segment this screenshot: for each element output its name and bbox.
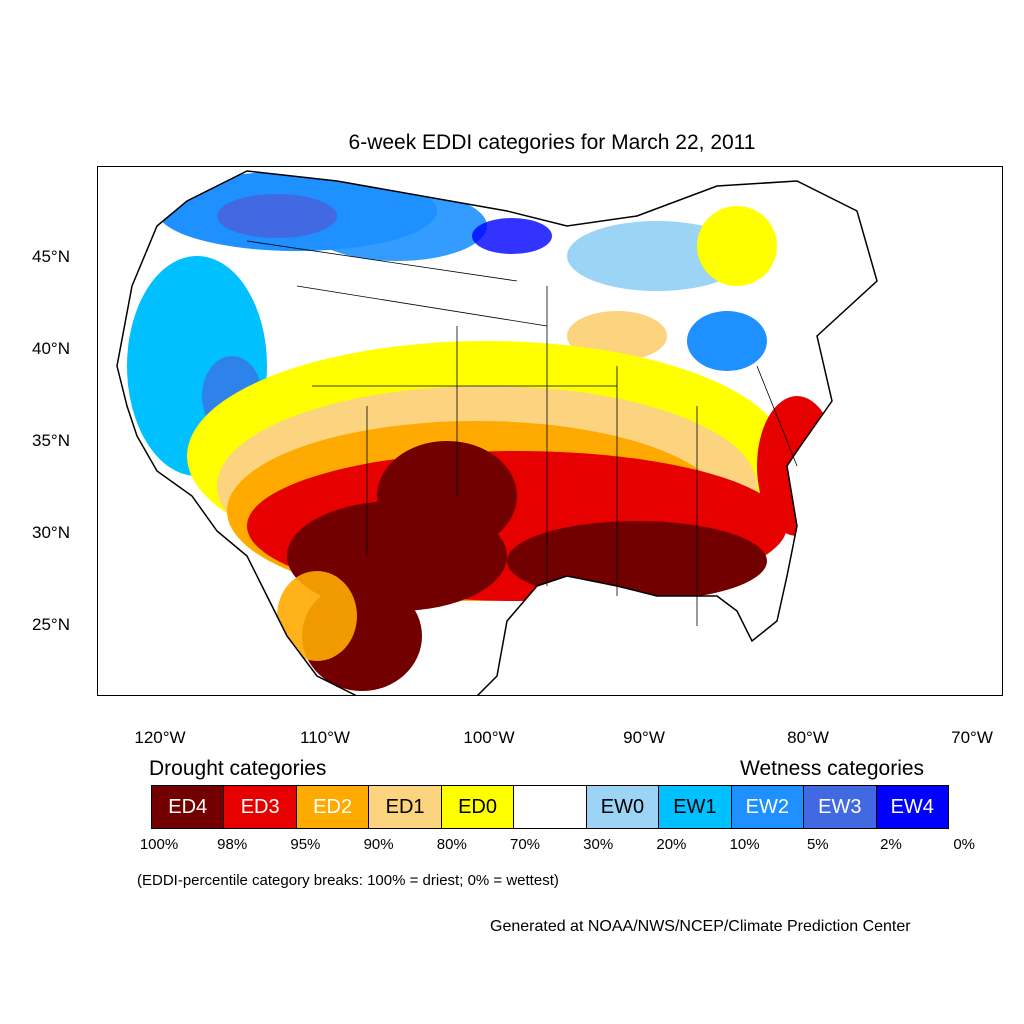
map-border <box>97 166 1003 696</box>
legend-swatch: ED1 <box>369 786 442 828</box>
percentile-label: 98% <box>217 836 248 853</box>
legend-swatch <box>514 786 587 828</box>
legend-swatch: EW4 <box>876 786 948 828</box>
percentile-label: 0% <box>953 836 976 853</box>
map-title: 6-week EDDI categories for March 22, 201… <box>348 131 756 154</box>
lon-label: 80°W <box>787 728 829 747</box>
eddi-map <box>97 166 1003 696</box>
lat-label: 25°N <box>32 615 70 634</box>
eddi-field <box>117 171 877 696</box>
percentile-label: 80% <box>436 836 467 853</box>
state-borders <box>246 240 798 626</box>
percentile-label: 20% <box>656 836 687 853</box>
dry-region-northeast <box>697 206 777 286</box>
lat-label: 45°N <box>32 247 70 266</box>
percentile-label: 100% <box>139 836 179 853</box>
lon-label: 70°W <box>951 728 993 747</box>
legend-swatch: ED4 <box>152 786 225 828</box>
legend-swatch: EW2 <box>731 786 805 828</box>
lon-label: 120°W <box>134 728 186 747</box>
drought-categories-heading: Drought categories <box>149 757 327 780</box>
percentile-label: 30% <box>583 836 614 853</box>
percentile-label: 5% <box>806 836 829 853</box>
credit-line: Generated at NOAA/NWS/NCEP/Climate Predi… <box>490 918 911 935</box>
break-note: (EDDI-percentile category breaks: 100% =… <box>137 872 559 889</box>
lat-label: 35°N <box>32 431 70 450</box>
percentile-label: 70% <box>509 836 541 853</box>
wetness-categories-heading: Wetness categories <box>740 757 925 780</box>
percentile-label: 2% <box>880 836 902 853</box>
lon-label: 110°W <box>300 728 350 747</box>
legend-swatch: EW0 <box>586 786 660 828</box>
category-legend: ED4 ED3 ED2 ED1 ED0 EW0 EW1 EW2 EW3 EW4 <box>151 785 949 829</box>
lat-label: 40°N <box>32 339 70 358</box>
legend-swatch: EW1 <box>659 786 732 828</box>
lon-label: 100°W <box>463 728 515 747</box>
lon-label: 90°W <box>623 728 665 747</box>
percentile-label: 10% <box>729 836 760 853</box>
lat-label: 30°N <box>32 523 70 542</box>
percentile-label: 95% <box>290 836 321 853</box>
legend-swatch: ED2 <box>296 786 370 828</box>
percentile-label: 90% <box>363 836 394 853</box>
legend-swatch: EW3 <box>804 786 877 828</box>
legend-swatch: ED0 <box>441 786 515 828</box>
legend-swatch: ED3 <box>224 786 297 828</box>
